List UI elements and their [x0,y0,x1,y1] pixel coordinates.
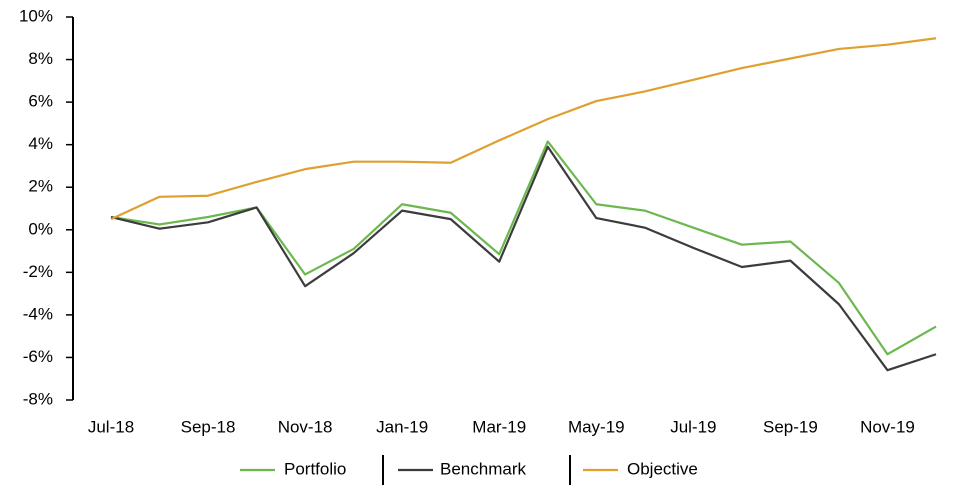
x-tick-label: Nov-19 [860,417,915,436]
x-tick-label: Nov-18 [278,417,333,436]
y-tick-label: 8% [28,49,53,68]
x-tick-label: Jul-19 [670,417,716,436]
x-tick-label: Mar-19 [472,417,526,436]
y-tick-label: 2% [28,177,53,196]
x-tick-label: Sep-18 [181,417,236,436]
legend-label: Benchmark [440,459,526,478]
legend-label: Portfolio [284,459,346,478]
y-tick-label: 0% [28,219,53,238]
line-series [110,140,937,356]
x-tick-label: May-19 [568,417,625,436]
y-tick-label: 10% [19,6,53,25]
y-tick-label: -6% [23,347,53,366]
line-series [110,37,937,221]
line-series [110,145,937,372]
y-tick-label: -4% [23,304,53,323]
y-tick-label: 4% [28,134,53,153]
legend-label: Objective [627,459,698,478]
y-tick-label: -8% [23,389,53,408]
y-tick-label: -2% [23,262,53,281]
x-tick-label: Jan-19 [376,417,428,436]
x-tick-label: Jul-18 [88,417,134,436]
x-tick-label: Sep-19 [763,417,818,436]
y-tick-label: 6% [28,92,53,111]
